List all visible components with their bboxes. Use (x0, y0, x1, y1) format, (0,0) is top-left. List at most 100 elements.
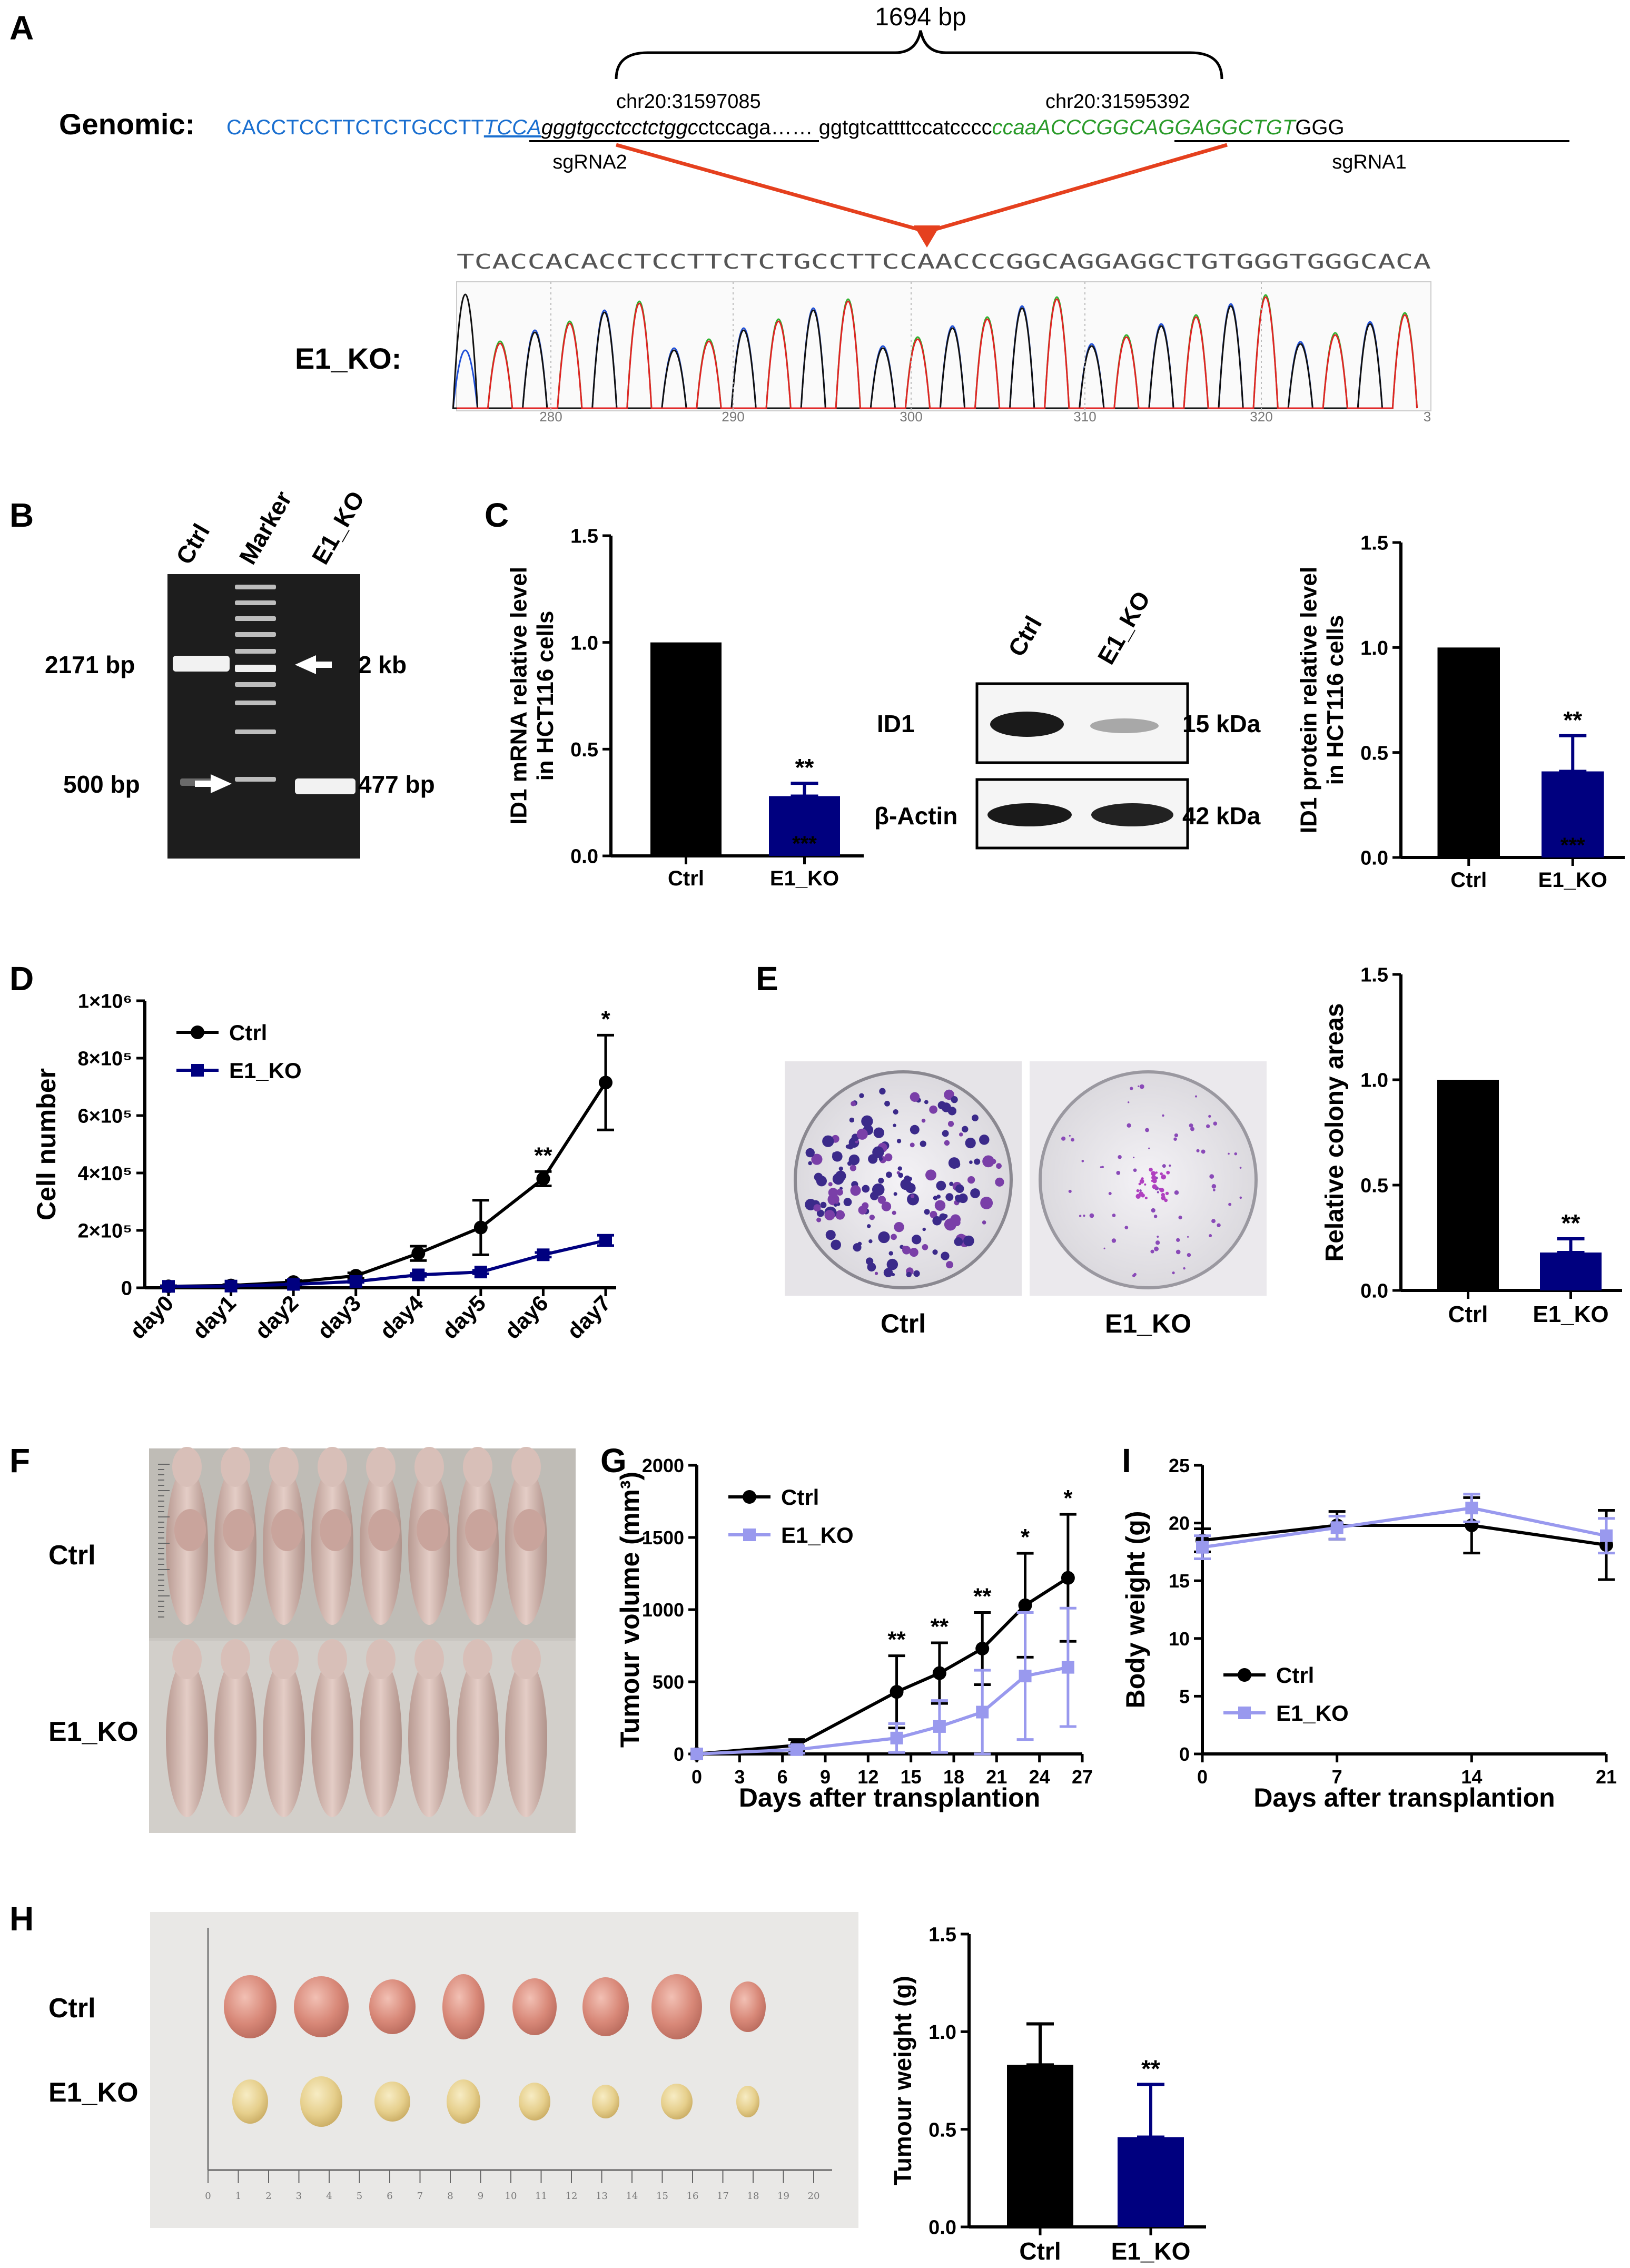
legend-marker (191, 1064, 204, 1077)
chromatogram-trace (457, 296, 1418, 409)
mouse-head (511, 1639, 541, 1679)
colony (1068, 1189, 1072, 1193)
mouse-tumour (368, 1509, 400, 1551)
mouse-head (172, 1639, 202, 1679)
colony (1174, 1190, 1179, 1195)
colony (1124, 1226, 1129, 1230)
tumour-ctrl (730, 1981, 766, 2032)
mouse-head (221, 1639, 250, 1679)
colony (850, 1185, 861, 1196)
series-line-ctrl (1202, 1523, 1607, 1547)
colony (1234, 1152, 1238, 1156)
point-e1-ko (162, 1280, 175, 1293)
colony (1217, 1223, 1221, 1228)
point-ctrl (411, 1246, 426, 1260)
colony (1149, 1167, 1153, 1172)
mouse-body (311, 1659, 353, 1817)
panel-label-c: C (485, 496, 509, 534)
colony (824, 1210, 835, 1220)
x-tick-label: 14 (1461, 1766, 1482, 1788)
tumour-ko (592, 2085, 619, 2118)
blot-row-actin: β-Actin (874, 802, 957, 830)
y-tick-label: 0.0 (1360, 847, 1388, 870)
y-tick-label: 10 (1169, 1628, 1190, 1650)
tumour-row-ko: E1_KO (48, 2077, 139, 2108)
x-tick-label: 18 (943, 1766, 964, 1788)
colony (883, 1268, 893, 1277)
colony (912, 1235, 922, 1245)
gel-marker-band (235, 632, 276, 637)
mouse-tumour (320, 1509, 351, 1551)
bar-inner-label: *** (1560, 834, 1585, 857)
bar-ctrl (1437, 1080, 1499, 1290)
colony (831, 1239, 841, 1250)
coord-right: chr20:31595392 (1045, 91, 1190, 113)
gel-band-2171: 2171 bp (45, 651, 135, 678)
point-ctrl (975, 1641, 990, 1655)
series-line-e1-ko (168, 1239, 606, 1288)
y-tick-label: 4×10⁵ (78, 1163, 132, 1185)
colony (873, 1127, 884, 1138)
ruler-number: 12 (566, 2191, 578, 2202)
colony (995, 1177, 1004, 1187)
dish-label-ctrl: Ctrl (881, 1309, 926, 1338)
coord-left: chr20:31597085 (616, 91, 761, 113)
colony (1166, 1170, 1170, 1175)
mice (158, 1447, 547, 1817)
tumour-photo (150, 1912, 858, 2228)
ruler-number: 2 (265, 2191, 271, 2202)
y-tick-label: 1.0 (1360, 1070, 1388, 1092)
tumour-row-ctrl: Ctrl (48, 1993, 96, 2024)
tumour-ruler: 0 1 2 3 4 5 6 7 8 9 10 11 12 13 14 15 16 17 18 19 20 (205, 1928, 832, 2202)
y-tick-label: 8×10⁵ (78, 1048, 132, 1070)
dish-label-ko: E1_KO (1105, 1309, 1191, 1338)
point-e1-ko (933, 1720, 946, 1733)
y-tick-label: 1×10⁶ (78, 991, 132, 1013)
colony (1139, 1084, 1144, 1089)
category-label: Ctrl (1448, 1301, 1488, 1327)
mouse-head (318, 1639, 347, 1679)
y-axis-title: Cell number (32, 1068, 61, 1220)
y-axis-title: in HCT116 cells (1322, 615, 1348, 785)
colony (1208, 1115, 1211, 1118)
chart-cell-growth: 0 2×10⁵ 4×10⁵ 6×10⁵ 8×10⁵ 1×10⁶ Cell number day… (32, 991, 616, 1344)
colony (1209, 1234, 1212, 1237)
colony (1152, 1178, 1157, 1184)
significance-label: * (601, 1006, 610, 1032)
ruler-number: 20 (808, 2191, 820, 2202)
colony (896, 1139, 902, 1143)
colony (1103, 1247, 1105, 1249)
gel-lane-ctrl: Ctrl (171, 519, 215, 569)
colony (1239, 1196, 1242, 1199)
significance-label: ** (1141, 2055, 1160, 2082)
colony (878, 1178, 884, 1184)
colony (865, 1257, 874, 1265)
chart-id1-protein: 0.0 0.5 1.0 1.5 ID1 protein relative level in… (1296, 533, 1625, 892)
mouse-head (414, 1447, 444, 1487)
ruler-number: 9 (478, 2191, 483, 2202)
colony (1189, 1123, 1193, 1128)
x-tick-label: 27 (1072, 1766, 1093, 1788)
bar-ctrl (1007, 2065, 1073, 2227)
panel-f: F Ctrl E1_KO (9, 1442, 576, 1833)
genomic-sequence: CACCTCCTTCTCTGCCTTTCCAgggtgcctcctctggcct… (226, 116, 1345, 139)
tumour-ctrl (224, 1975, 276, 2038)
point-e1-ko (1465, 1502, 1478, 1515)
legend-label: Ctrl (1276, 1663, 1314, 1688)
panel-h: H 0 1 2 3 4 5 6 7 8 9 10 11 12 13 14 15 16 17 18 19 20 Ctrl … (9, 1900, 1206, 2265)
colony (924, 1100, 928, 1105)
point-e1-ko (690, 1748, 703, 1760)
gel-marker-band (235, 585, 276, 589)
colony (932, 1216, 942, 1226)
y-tick-label: 0 (674, 1743, 684, 1765)
colony (1164, 1198, 1168, 1202)
point-e1-ko (1019, 1670, 1032, 1683)
colony (1160, 1172, 1163, 1176)
category-label: E1_KO (770, 867, 839, 890)
y-tick-label: 1.0 (1360, 637, 1388, 659)
colony (892, 1210, 896, 1215)
blot-row-id1: ID1 (877, 710, 915, 737)
